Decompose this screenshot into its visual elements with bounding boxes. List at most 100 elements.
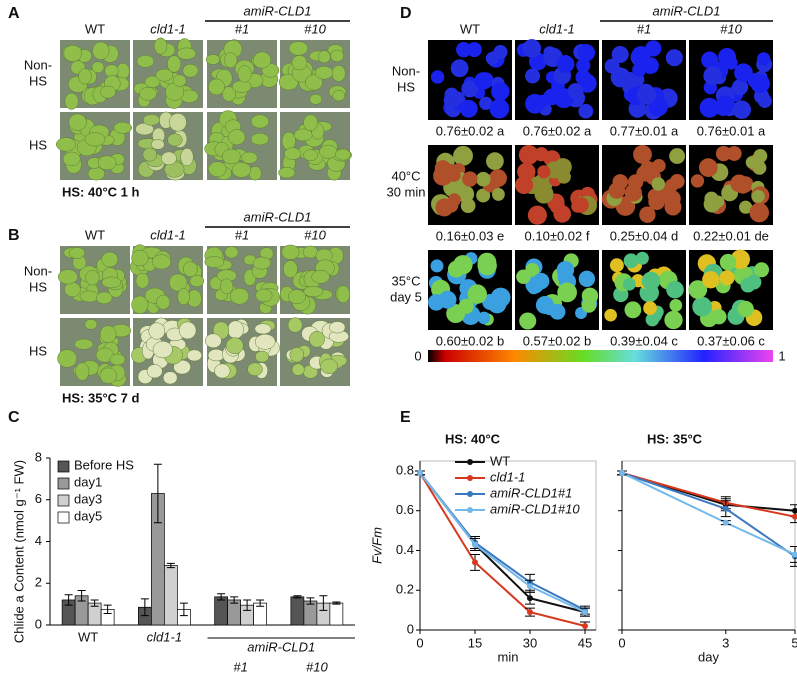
x-axis-label: min bbox=[498, 649, 519, 664]
panel-label: E bbox=[400, 409, 411, 426]
leaf bbox=[578, 103, 594, 119]
seedling bbox=[57, 349, 77, 368]
series-line bbox=[419, 472, 586, 627]
fvfm-value: 0.76±0.01 a bbox=[697, 123, 766, 138]
seedling bbox=[85, 270, 100, 286]
error-bar bbox=[140, 598, 149, 617]
leaf bbox=[724, 56, 738, 70]
bar bbox=[227, 599, 241, 626]
leaf bbox=[739, 200, 753, 214]
seedling bbox=[168, 273, 188, 292]
leaf bbox=[750, 74, 770, 94]
fvfm-value: 0.39±0.04 c bbox=[610, 333, 678, 348]
leaf bbox=[486, 152, 504, 171]
seedling bbox=[207, 348, 225, 362]
seedling bbox=[162, 371, 178, 385]
legend-marker bbox=[467, 459, 473, 465]
legend-label: Before HS bbox=[74, 457, 134, 472]
seedling bbox=[330, 49, 344, 62]
point bbox=[619, 469, 625, 476]
seedling bbox=[113, 121, 133, 134]
legend-swatch bbox=[57, 460, 70, 473]
error-bar bbox=[64, 594, 73, 606]
leaf bbox=[719, 253, 737, 271]
group-label: amiR-CLD1 bbox=[244, 3, 312, 18]
seedling bbox=[84, 319, 98, 330]
leaf bbox=[639, 206, 656, 223]
seedling bbox=[329, 321, 346, 334]
leaf bbox=[648, 193, 666, 211]
seedling bbox=[227, 320, 244, 339]
legend-marker bbox=[467, 491, 473, 497]
leaf bbox=[461, 80, 479, 98]
leaf bbox=[567, 83, 584, 99]
leaf bbox=[532, 272, 550, 290]
leaf bbox=[430, 259, 444, 273]
fvfm-value: 0.76±0.02 a bbox=[436, 123, 505, 138]
column-header: #1 bbox=[637, 21, 651, 36]
seedling bbox=[309, 330, 325, 348]
seedling bbox=[281, 244, 300, 260]
leaf bbox=[730, 174, 749, 193]
row-label: Non- bbox=[24, 263, 52, 278]
leaf bbox=[754, 262, 770, 278]
seedling bbox=[100, 85, 116, 99]
seedling bbox=[57, 269, 78, 285]
fvfm-value: 0.60±0.02 b bbox=[436, 333, 505, 348]
leaf bbox=[664, 310, 683, 330]
leaf bbox=[482, 293, 499, 310]
leaf bbox=[581, 298, 597, 313]
leaf bbox=[711, 309, 727, 325]
error-bar bbox=[243, 599, 252, 611]
leaf bbox=[746, 274, 762, 290]
leaf bbox=[475, 171, 491, 187]
row-label: 35°C bbox=[391, 273, 420, 288]
seedling bbox=[227, 129, 246, 146]
seedling bbox=[155, 68, 174, 82]
leaf bbox=[688, 280, 708, 299]
row-label: day 5 bbox=[390, 289, 422, 304]
seedling bbox=[311, 269, 330, 284]
colorbar-min: 0 bbox=[414, 348, 421, 363]
seedling bbox=[281, 131, 296, 151]
legend-swatch bbox=[57, 494, 70, 507]
leaf bbox=[522, 39, 542, 58]
colorbar bbox=[428, 350, 773, 362]
leaf bbox=[577, 44, 596, 62]
seedling bbox=[250, 114, 270, 129]
leaf bbox=[466, 42, 482, 58]
leaf bbox=[549, 303, 566, 320]
leaf bbox=[453, 145, 473, 166]
seedling bbox=[142, 147, 158, 162]
seedling bbox=[156, 294, 171, 310]
seedling bbox=[177, 288, 190, 306]
seedling bbox=[75, 362, 90, 381]
leaf bbox=[518, 145, 539, 165]
leaf bbox=[450, 59, 469, 78]
seedling bbox=[182, 261, 198, 277]
y-tick-label: 6 bbox=[35, 491, 42, 506]
leaf bbox=[719, 270, 735, 286]
seedling bbox=[336, 285, 350, 304]
leaf bbox=[477, 311, 491, 325]
leaf bbox=[734, 63, 753, 83]
leaf bbox=[623, 253, 639, 269]
panel-label: A bbox=[8, 5, 20, 22]
leaf bbox=[624, 301, 642, 319]
row-label: HS bbox=[29, 137, 47, 152]
leaf bbox=[443, 198, 459, 213]
panel-caption: HS: 35°C 7 d bbox=[62, 390, 140, 405]
y-axis-label: Fv/Fm bbox=[369, 527, 384, 564]
series-line bbox=[621, 471, 796, 518]
error-bar bbox=[332, 601, 341, 605]
point bbox=[792, 551, 797, 558]
seedling bbox=[250, 132, 269, 146]
legend-marker bbox=[467, 475, 473, 481]
leaf bbox=[699, 97, 720, 118]
column-header: cld1-1 bbox=[539, 21, 574, 36]
legend-label: day1 bbox=[74, 474, 102, 489]
seedling bbox=[254, 350, 270, 363]
leaf bbox=[477, 255, 497, 276]
error-bar bbox=[103, 604, 112, 615]
